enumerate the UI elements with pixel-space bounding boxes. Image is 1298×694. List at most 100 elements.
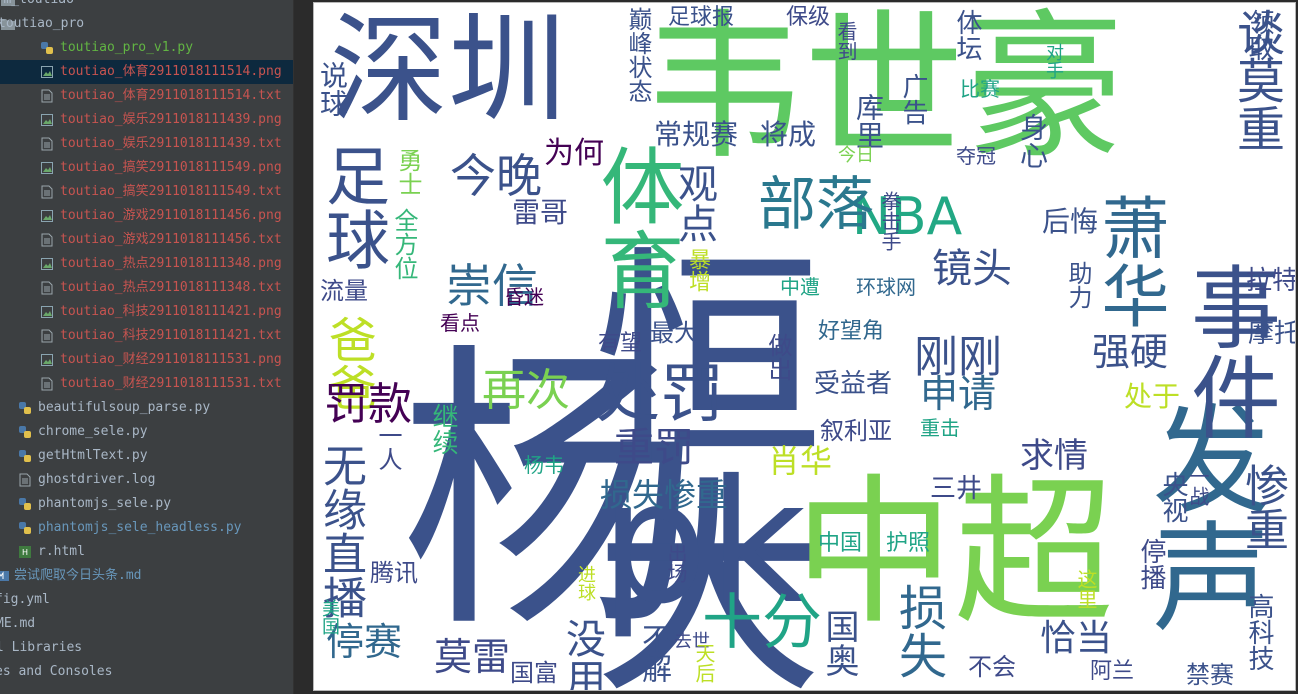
word-cloud-word: 对手 xyxy=(1043,43,1064,79)
tree-item[interactable]: es and Consoles xyxy=(0,660,293,684)
word-cloud-word: 环球网 xyxy=(856,275,916,299)
tree-item[interactable]: toutiao_游戏2911018111456.png xyxy=(0,204,293,228)
image-file-icon xyxy=(40,65,54,79)
word-cloud-word: 禁赛 xyxy=(1186,661,1234,689)
tree-item[interactable]: worm_toutiao xyxy=(0,0,293,12)
word-cloud-word: 雷哥 xyxy=(512,196,569,229)
word-cloud-word: 领取 xyxy=(1244,9,1274,61)
tree-item[interactable]: phantomjs_sele.py xyxy=(0,492,293,516)
tree-item[interactable]: toutiao_体育2911018111514.png xyxy=(0,60,293,84)
word-cloud-word: 求情 xyxy=(1020,436,1088,476)
tree-item[interactable]: fig.yml xyxy=(0,588,293,612)
tree-item[interactable]: l Libraries xyxy=(0,636,293,660)
tree-item[interactable]: ghostdriver.log xyxy=(0,468,293,492)
word-cloud-word: 恰当 xyxy=(1040,618,1113,659)
word-cloud-word: 体育 xyxy=(587,143,685,311)
tree-item[interactable]: toutiao_娱乐2911018111439.png xyxy=(0,108,293,132)
word-cloud-word: 比赛 xyxy=(960,77,1000,101)
tree-item[interactable]: phantomjs_sele_headless.py xyxy=(0,516,293,540)
image-file-icon xyxy=(40,257,54,271)
tree-item-label: toutiao_财经2911018111531.png xyxy=(60,352,282,367)
word-cloud-word: 损失 xyxy=(890,583,946,679)
panel-divider[interactable] xyxy=(293,0,314,694)
word-cloud-word: 阿兰 xyxy=(1090,659,1135,684)
tree-item-label: worm_toutiao xyxy=(0,0,74,12)
tree-item-label: toutiao_体育2911018111514.txt xyxy=(60,88,282,103)
word-cloud-word: 罚款 xyxy=(324,379,412,430)
tree-item[interactable]: ME.md xyxy=(0,612,293,636)
word-cloud-word: 十分 xyxy=(702,588,822,658)
tree-item[interactable]: toutiao_财经2911018111531.png xyxy=(0,348,293,372)
tree-item[interactable]: toutiao_体育2911018111514.txt xyxy=(0,84,293,108)
word-cloud-word: 全方位 xyxy=(390,208,418,280)
word-cloud-word: 事件 xyxy=(1175,261,1280,441)
word-cloud-word: 处罚 xyxy=(596,358,724,432)
word-cloud-word: 崇信 xyxy=(446,259,538,313)
word-cloud-word: 央视 xyxy=(1158,471,1188,523)
tree-item-label: toutiao_娱乐2911018111439.png xyxy=(60,112,282,127)
tree-item[interactable]: toutiao_财经2911018111531.txt xyxy=(0,372,293,396)
tree-item[interactable]: toutiao_搞笑2911018111549.txt xyxy=(0,180,293,204)
word-cloud-word: 今晚 xyxy=(450,149,542,203)
tree-item[interactable]: toutiao_科技2911018111421.png xyxy=(0,300,293,324)
word-cloud-word: 国奥 xyxy=(819,609,859,677)
word-cloud-word: 进球 xyxy=(575,565,596,601)
tree-item-label: phantomjs_sele.py xyxy=(38,496,172,511)
tree-item[interactable]: 尝试爬取今日头条.md xyxy=(0,564,293,588)
word-cloud-word: 没用 xyxy=(559,618,605,690)
text-file-icon xyxy=(40,377,54,391)
word-cloud-word: 腾讯 xyxy=(370,559,418,587)
tree-item[interactable]: toutiao_热点2911018111348.txt xyxy=(0,276,293,300)
tree-item[interactable]: toutiao_pro_v1.py xyxy=(0,36,293,60)
image-file-icon xyxy=(40,209,54,223)
image-file-icon xyxy=(40,161,54,175)
tree-item[interactable]: toutiao_娱乐2911018111439.txt xyxy=(0,132,293,156)
tree-item-label: toutiao_游戏2911018111456.png xyxy=(60,208,282,223)
tree-item[interactable]: toutiao_pro xyxy=(0,12,293,36)
word-cloud-word: 拉特 xyxy=(1246,266,1295,296)
word-cloud-word: 镜头 xyxy=(932,246,1012,292)
tree-item[interactable]: toutiao_科技2911018111421.txt xyxy=(0,324,293,348)
word-cloud-word: 谈莫重 xyxy=(1228,8,1284,152)
word-cloud-word: 爸爸 xyxy=(320,315,376,411)
tree-item-label: l Libraries xyxy=(0,640,83,655)
tree-item[interactable]: chrome_sele.py xyxy=(0,420,293,444)
tree-item-label: toutiao_搞笑2911018111549.txt xyxy=(60,184,282,199)
word-cloud-word: 杨 xyxy=(348,333,697,633)
text-file-icon xyxy=(40,185,54,199)
word-cloud-word: 去世 xyxy=(674,631,710,652)
word-cloud-word: 刚刚 xyxy=(914,332,1002,383)
word-cloud-word: 昏迷 xyxy=(504,285,544,309)
tree-item[interactable]: toutiao_搞笑2911018111549.png xyxy=(0,156,293,180)
word-cloud-word: 国富 xyxy=(510,659,558,687)
python-file-icon xyxy=(18,497,32,511)
folder-icon xyxy=(0,0,15,7)
word-cloud-word: 摩托 xyxy=(1248,319,1295,349)
word-cloud-word: 重击 xyxy=(920,416,960,440)
tree-item[interactable]: toutiao_热点2911018111348.png xyxy=(0,252,293,276)
tree-item-label: fig.yml xyxy=(0,592,50,607)
tree-item-label: getHtmlText.py xyxy=(38,448,148,463)
tree-item-label: beautifulsoup_parse.py xyxy=(38,400,211,415)
word-cloud-word: 深圳 xyxy=(330,3,567,139)
tree-item-label: chrome_sele.py xyxy=(38,424,148,439)
tree-item-label: toutiao_pro xyxy=(0,16,85,31)
tree-item[interactable]: toutiao_游戏2911018111456.txt xyxy=(0,228,293,252)
word-cloud-word: 处于 xyxy=(1124,380,1181,413)
tree-item-label: toutiao_热点2911018111348.png xyxy=(60,256,282,271)
markdown-file-icon xyxy=(0,569,10,583)
word-cloud-word: 看点 xyxy=(440,311,480,335)
text-file-icon xyxy=(40,281,54,295)
python-file-icon xyxy=(18,521,32,535)
tree-item[interactable]: getHtmlText.py xyxy=(0,444,293,468)
tree-item[interactable]: beautifulsoup_parse.py xyxy=(0,396,293,420)
word-cloud-word: 足球报 xyxy=(668,5,735,30)
word-cloud-word: 好望角 xyxy=(818,319,885,344)
word-cloud-word: 一战 xyxy=(1186,466,1210,506)
word-cloud-word: 足球 xyxy=(315,143,389,271)
text-file-icon xyxy=(40,89,54,103)
tree-item-label: toutiao_科技2911018111421.png xyxy=(60,304,282,319)
word-cloud-word: 一人 xyxy=(374,423,402,471)
tree-item-label: toutiao_游戏2911018111456.txt xyxy=(60,232,282,247)
